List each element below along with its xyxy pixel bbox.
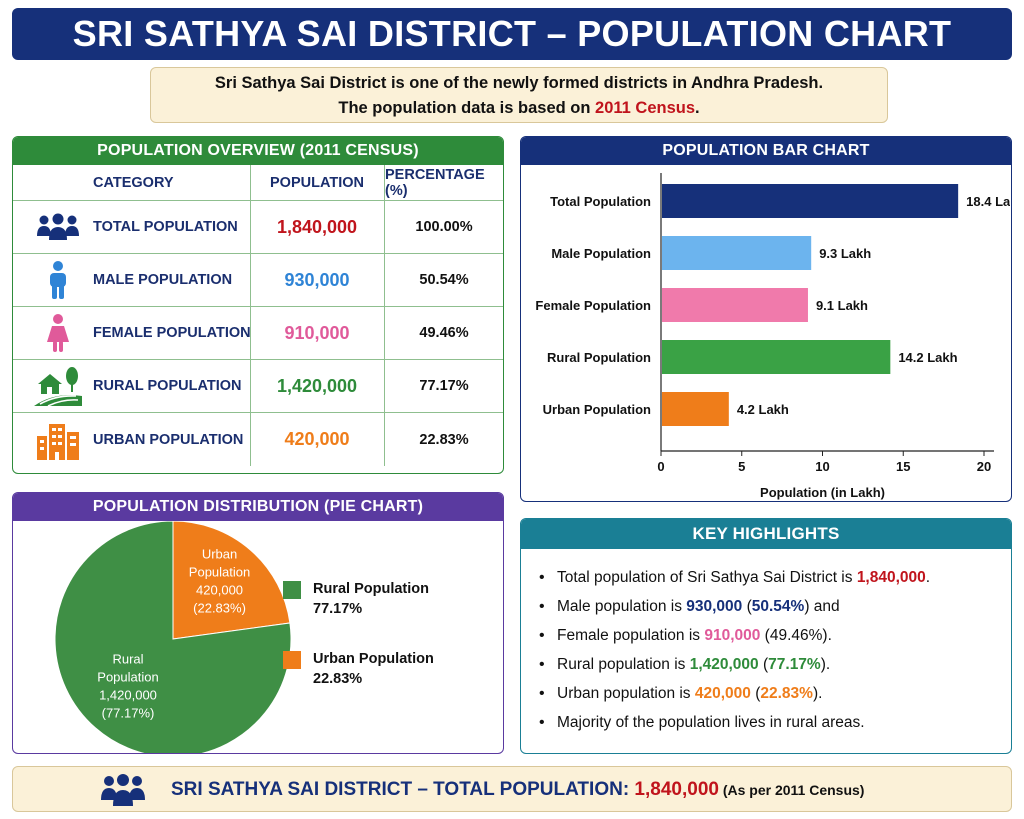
x-tick-label: 20 <box>977 459 991 474</box>
population-value: 930,000 <box>284 269 350 290</box>
legend-urban: Urban Population 22.83% <box>283 649 434 689</box>
category-label: TOTAL POPULATION <box>93 219 238 235</box>
pie-slice-label: (77.17%) <box>102 706 155 721</box>
x-axis-label: Population (in Lakh) <box>760 485 885 500</box>
percentage-value: 49.46% <box>419 325 469 341</box>
category-label: FEMALE POPULATION <box>93 325 251 341</box>
pie-slice-label: Population <box>189 565 250 580</box>
legend-rural: Rural Population 77.17% <box>283 579 429 619</box>
bar-value-label: 9.3 Lakh <box>819 246 871 261</box>
intro-line-1: Sri Sathya Sai District is one of the ne… <box>214 74 824 92</box>
census-highlight: 2011 Census <box>595 99 696 117</box>
pie-slice-label: 1,420,000 <box>99 688 157 703</box>
category-tick-label: Total Population <box>550 194 651 209</box>
pie-chart-panel: POPULATION DISTRIBUTION (PIE CHART) Rura… <box>12 492 504 754</box>
table-row-female: FEMALE POPULATION 910,000 49.46% <box>13 307 503 360</box>
percentage-value: 77.17% <box>419 378 469 394</box>
pie-slice-label: Population <box>97 670 158 685</box>
bar <box>662 236 812 270</box>
category-label: URBAN POPULATION <box>93 431 244 448</box>
pie-slice-label: (22.83%) <box>193 601 246 616</box>
list-item: Rural population is 1,420,000 (77.17%). <box>539 650 1011 679</box>
table-row-male: MALE POPULATION 930,000 50.54% <box>13 254 503 307</box>
intro-line-2: The population data is based on 2011 Cen… <box>338 99 700 117</box>
page-title: SRI SATHYA SAI DISTRICT – POPULATION CHA… <box>12 8 1012 60</box>
list-item: Urban population is 420,000 (22.83%). <box>539 679 1011 708</box>
population-overview-panel: POPULATION OVERVIEW (2011 CENSUS) CATEGO… <box>12 136 504 474</box>
bar-value-label: 9.1 Lakh <box>816 298 868 313</box>
key-highlights-panel: KEY HIGHLIGHTS Total population of Sri S… <box>520 518 1012 754</box>
table-row-rural: RURAL POPULATION 1,420,000 77.17% <box>13 360 503 413</box>
category-tick-label: Rural Population <box>547 350 651 365</box>
overview-table: CATEGORY POPULATION PERCENTAGE (%) TOTAL… <box>13 165 503 466</box>
people-group-icon <box>21 201 95 253</box>
header-population: POPULATION <box>270 174 364 191</box>
pie-slice-label: Rural <box>112 652 143 667</box>
bar-chart-title: POPULATION BAR CHART <box>521 137 1011 165</box>
header-category: CATEGORY <box>93 174 174 191</box>
bar-value-label: 14.2 Lakh <box>898 350 957 365</box>
pie-slice-label: Urban <box>202 547 237 562</box>
category-tick-label: Female Population <box>535 298 651 313</box>
pie-slice-rural <box>54 521 292 753</box>
legend-swatch-urban <box>283 651 301 669</box>
footer-note: (As per 2011 Census) <box>718 782 865 798</box>
pie-chart: Rural Population 1,420,000 (77.17%) Urban Pop… <box>54 521 292 753</box>
header-percentage: PERCENTAGE (%) <box>385 166 485 199</box>
male-icon <box>21 254 95 306</box>
percentage-value: 100.00% <box>415 219 473 235</box>
female-icon <box>21 307 95 359</box>
category-tick-label: Urban Population <box>543 402 651 417</box>
table-row-total: TOTAL POPULATION 1,840,000 100.00% <box>13 201 503 254</box>
x-tick-label: 0 <box>657 459 664 474</box>
x-tick-label: 5 <box>738 459 745 474</box>
table-header-row: CATEGORY POPULATION PERCENTAGE (%) <box>13 165 503 201</box>
list-item: Total population of Sri Sathya Sai Distr… <box>539 563 1011 592</box>
category-label: MALE POPULATION <box>93 272 233 288</box>
percentage-value: 22.83% <box>419 431 469 448</box>
footer-text: SRI SATHYA SAI DISTRICT – TOTAL POPULATI… <box>171 779 865 800</box>
bar-value-label: 18.4 Lakh <box>966 194 1010 209</box>
x-tick-label: 15 <box>896 459 910 474</box>
key-highlights-title: KEY HIGHLIGHTS <box>521 519 1011 549</box>
pie-slice-urban <box>172 521 291 640</box>
bar <box>662 392 729 426</box>
bar <box>662 184 959 218</box>
population-value: 420,000 <box>284 429 350 449</box>
legend-swatch-rural <box>283 581 301 599</box>
table-row-urban: URBAN POPULATION 420,000 22.83% <box>13 413 503 466</box>
rural-house-icon <box>21 360 95 412</box>
population-value: 1,420,000 <box>276 375 358 396</box>
bar-value-label: 4.2 Lakh <box>737 402 789 417</box>
category-label: RURAL POPULATION <box>93 378 242 394</box>
pie-slice-label: 420,000 <box>196 583 243 598</box>
population-value: 1,840,000 <box>276 216 358 237</box>
bar <box>662 288 808 322</box>
percentage-value: 50.54% <box>419 272 469 288</box>
footer-banner: SRI SATHYA SAI DISTRICT – TOTAL POPULATI… <box>12 766 1012 812</box>
list-item-continued: Female population is 910,000 (49.46%). <box>539 621 1011 650</box>
list-item: Male population is 930,000 (50.54%) and <box>539 592 1011 621</box>
population-value: 910,000 <box>284 322 350 343</box>
list-item: Majority of the population lives in rura… <box>539 708 1011 737</box>
city-buildings-icon <box>21 413 95 466</box>
footer-total-value: 1,840,000 <box>634 779 719 800</box>
bar <box>662 340 891 374</box>
intro-note: Sri Sathya Sai District is one of the ne… <box>150 67 888 123</box>
pie-chart-title: POPULATION DISTRIBUTION (PIE CHART) <box>13 493 503 521</box>
x-tick-label: 10 <box>815 459 829 474</box>
bar-chart: Total Population 18.4 Lakh Male Population… <box>535 173 1011 500</box>
highlights-list: Total population of Sri Sathya Sai Distr… <box>521 549 1011 737</box>
people-group-icon <box>101 774 145 806</box>
overview-title: POPULATION OVERVIEW (2011 CENSUS) <box>13 137 503 165</box>
bar-chart-panel: POPULATION BAR CHART Total Population 18.… <box>520 136 1012 502</box>
category-tick-label: Male Population <box>551 246 651 261</box>
